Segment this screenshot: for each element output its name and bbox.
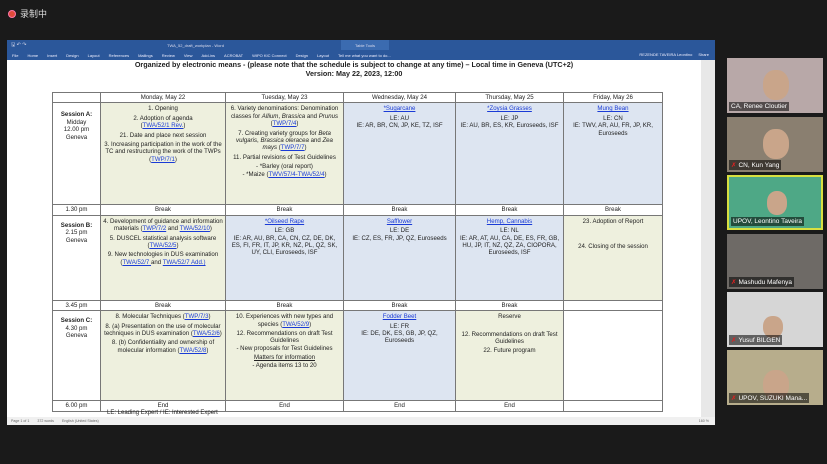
crop-link[interactable]: *Zoysia Grasses xyxy=(487,105,532,113)
crop-link[interactable]: *Sugarcane xyxy=(383,105,416,113)
doc-link[interactable]: TWA/52/8 xyxy=(179,346,207,354)
mic-muted-icon: ✗ xyxy=(731,279,737,286)
participant-tile[interactable]: ✗ Yusuf BILGEN xyxy=(727,292,823,347)
participant-tile-active-speaker[interactable]: UPOV, Leontino Taveira xyxy=(727,175,823,230)
tab-review[interactable]: Review xyxy=(161,52,175,58)
cell-c-mon: 8. Molecular Techniques (TWP/7/3) 8. (a) … xyxy=(100,310,226,402)
doc-link[interactable]: TWV/57/4-TWA/52/4 xyxy=(268,170,325,178)
doc-link[interactable]: TWP/7/3 xyxy=(184,313,209,321)
session-c-row: Session C: 4.30 pm Geneva 8. Molecular Tec… xyxy=(52,310,663,402)
cell-a-thu: *Zoysia Grasses LE: JP IE: AU, BR, ES, KR,… xyxy=(455,102,564,206)
user-name: REZENDE TAVEIRA Leontino xyxy=(639,52,693,57)
participant-tile[interactable]: ✗ Mashudu Mafenya xyxy=(727,234,823,289)
tab-acrobat[interactable]: ACROBAT xyxy=(224,52,244,58)
doc-link[interactable]: TWA/52/6 xyxy=(192,330,220,338)
doc-link[interactable]: TWA/52/1 Rev. xyxy=(142,122,184,130)
doc-link[interactable]: TWA/52/5 xyxy=(149,242,177,250)
share-button[interactable]: Share xyxy=(698,52,709,57)
tab-layout[interactable]: Layout xyxy=(87,52,100,58)
break-row: 3.45 pm Break Break Break Break xyxy=(52,299,663,312)
cell-b-wed: Safflower LE: DE IE: CZ, ES, FR, JP, QZ, E… xyxy=(343,214,456,301)
day-header: Monday, May 22 xyxy=(100,91,226,104)
ribbon-tabs: File Home Insert Design Layout Reference… xyxy=(7,50,715,60)
tab-wipo[interactable]: WIPO KIC Connect xyxy=(252,52,287,58)
record-icon xyxy=(8,9,16,18)
recording-indicator: 录制中 xyxy=(8,7,47,20)
document-header: Organized by electronic means - (please … xyxy=(134,60,574,78)
session-b-label: Session B: 2.15 pm Geneva xyxy=(52,214,101,301)
session-b-row: Session B: 2.15 pm Geneva 4. Development o… xyxy=(52,214,663,301)
cell-b-tue: *Oilseed Rape LE: GB IE: AR, AU, BR, CA, C… xyxy=(225,214,344,301)
status-bar: Page 1 of 1 372 words English (United Stat… xyxy=(7,417,715,425)
crop-link[interactable]: Hemp, Cannabis xyxy=(486,217,533,225)
cell-c-fri xyxy=(563,310,663,402)
cell-b-fri: 23. Adoption of Report 24. Closing of the… xyxy=(563,214,663,301)
tab-home[interactable]: Home xyxy=(27,52,39,58)
doc-link[interactable]: TWP/7/4 xyxy=(272,120,297,128)
crop-link[interactable]: Mung Bean xyxy=(597,105,629,113)
day-header: Thursday, May 25 xyxy=(455,91,564,104)
document-area: Organized by electronic means - (please … xyxy=(7,60,715,417)
cell-a-mon: 1. Opening 2. Adoption of agenda (TWA/52/1… xyxy=(100,102,226,206)
crop-link[interactable]: Safflower xyxy=(386,217,413,225)
tab-insert[interactable]: Insert xyxy=(47,52,58,58)
tab-mailings[interactable]: Mailings xyxy=(138,52,153,58)
tell-me-input[interactable]: Tell me what you want to do... xyxy=(338,52,391,58)
session-a-row: Session A: Midday 12.00 pm Geneva 1. Openin… xyxy=(52,102,663,206)
cell-c-wed: Fodder Beet LE: FR IE: DE, DK, ES, GB, JP,… xyxy=(343,310,456,402)
crop-link[interactable]: *Oilseed Rape xyxy=(264,217,305,225)
cell-a-tue: 6. Variety denominations: Denomination c… xyxy=(225,102,344,206)
break-row: 1.30 pm Break Break Break Break Break xyxy=(52,204,663,216)
participant-tile[interactable]: ✗ UPOV, SUZUKI Mana... xyxy=(727,350,823,405)
title-bar: 🖫 ↶ ↷ TWA_52_draft_workplan - Word Table… xyxy=(7,40,715,60)
window-title: TWA_52_draft_workplan - Word xyxy=(167,43,224,48)
day-header: Friday, May 26 xyxy=(563,91,663,104)
save-icon[interactable]: 🖫 ↶ ↷ xyxy=(11,42,27,48)
day-header: Wednesday, May 24 xyxy=(343,91,456,104)
participant-tile[interactable]: CA, Renee Cloutier xyxy=(727,58,823,113)
tab-table-layout[interactable]: Layout xyxy=(317,52,330,58)
doc-link[interactable]: TWP/7/1 xyxy=(151,155,175,163)
mic-muted-icon: ✗ xyxy=(731,395,737,402)
doc-link[interactable]: TWP/7/2 xyxy=(142,225,167,233)
day-header: Tuesday, May 23 xyxy=(225,91,344,104)
doc-link[interactable]: TWA/52/10 xyxy=(179,225,210,233)
session-c-label: Session C: 4.30 pm Geneva xyxy=(52,310,101,402)
zoom-level[interactable]: 160 % xyxy=(698,419,709,423)
schedule-table: Monday, May 22 Tuesday, May 23 Wednesday, … xyxy=(52,91,663,412)
crop-link[interactable]: Fodder Beet xyxy=(382,313,417,321)
cell-a-fri: Mung Bean LE: CN IE: TWV, AR, AU, FR, JP, … xyxy=(563,102,663,206)
cell-b-mon: 4. Development of guidance and informati… xyxy=(100,214,226,301)
session-a-label: Session A: Midday 12.00 pm Geneva xyxy=(52,102,101,206)
word-window: 🖫 ↶ ↷ TWA_52_draft_workplan - Word Table… xyxy=(7,40,715,425)
tab-addins[interactable]: Add-ins xyxy=(201,52,216,58)
end-row: 6.00 pm End End End End xyxy=(52,400,663,412)
doc-link[interactable]: TWA/52/9 xyxy=(282,320,310,328)
cell-c-thu: Reserve 12. Recommendations on draft Test… xyxy=(455,310,564,402)
tab-file[interactable]: File xyxy=(12,52,19,58)
participant-tile[interactable]: ✗ CN, Kun Yang xyxy=(727,117,823,172)
tab-references[interactable]: References xyxy=(108,52,130,58)
cell-a-wed: *Sugarcane LE: AU IE: AR, BR, CN, JP, KE, … xyxy=(343,102,456,206)
doc-link[interactable]: TWA/52/7 Add.) xyxy=(162,258,206,266)
doc-link[interactable]: TWA/52/7 xyxy=(122,258,152,266)
mic-muted-icon: ✗ xyxy=(731,162,737,169)
table-header-row: Monday, May 22 Tuesday, May 23 Wednesday, … xyxy=(52,91,663,104)
vertical-scrollbar[interactable] xyxy=(701,60,715,417)
cell-b-thu: Hemp, Cannabis LE: NL IE: AR, AT, AU, CA, … xyxy=(455,214,564,301)
tab-table-design[interactable]: Design xyxy=(295,52,309,58)
tab-design[interactable]: Design xyxy=(66,52,79,58)
cell-c-tue: 10. Experiences with new types and speci… xyxy=(225,310,344,402)
mic-muted-icon: ✗ xyxy=(731,337,737,344)
footnote: LE: Leading Expert / IE: Interested Expe… xyxy=(107,410,218,416)
doc-link[interactable]: TWP/7/7 xyxy=(280,144,305,152)
tab-view[interactable]: View xyxy=(183,52,193,58)
